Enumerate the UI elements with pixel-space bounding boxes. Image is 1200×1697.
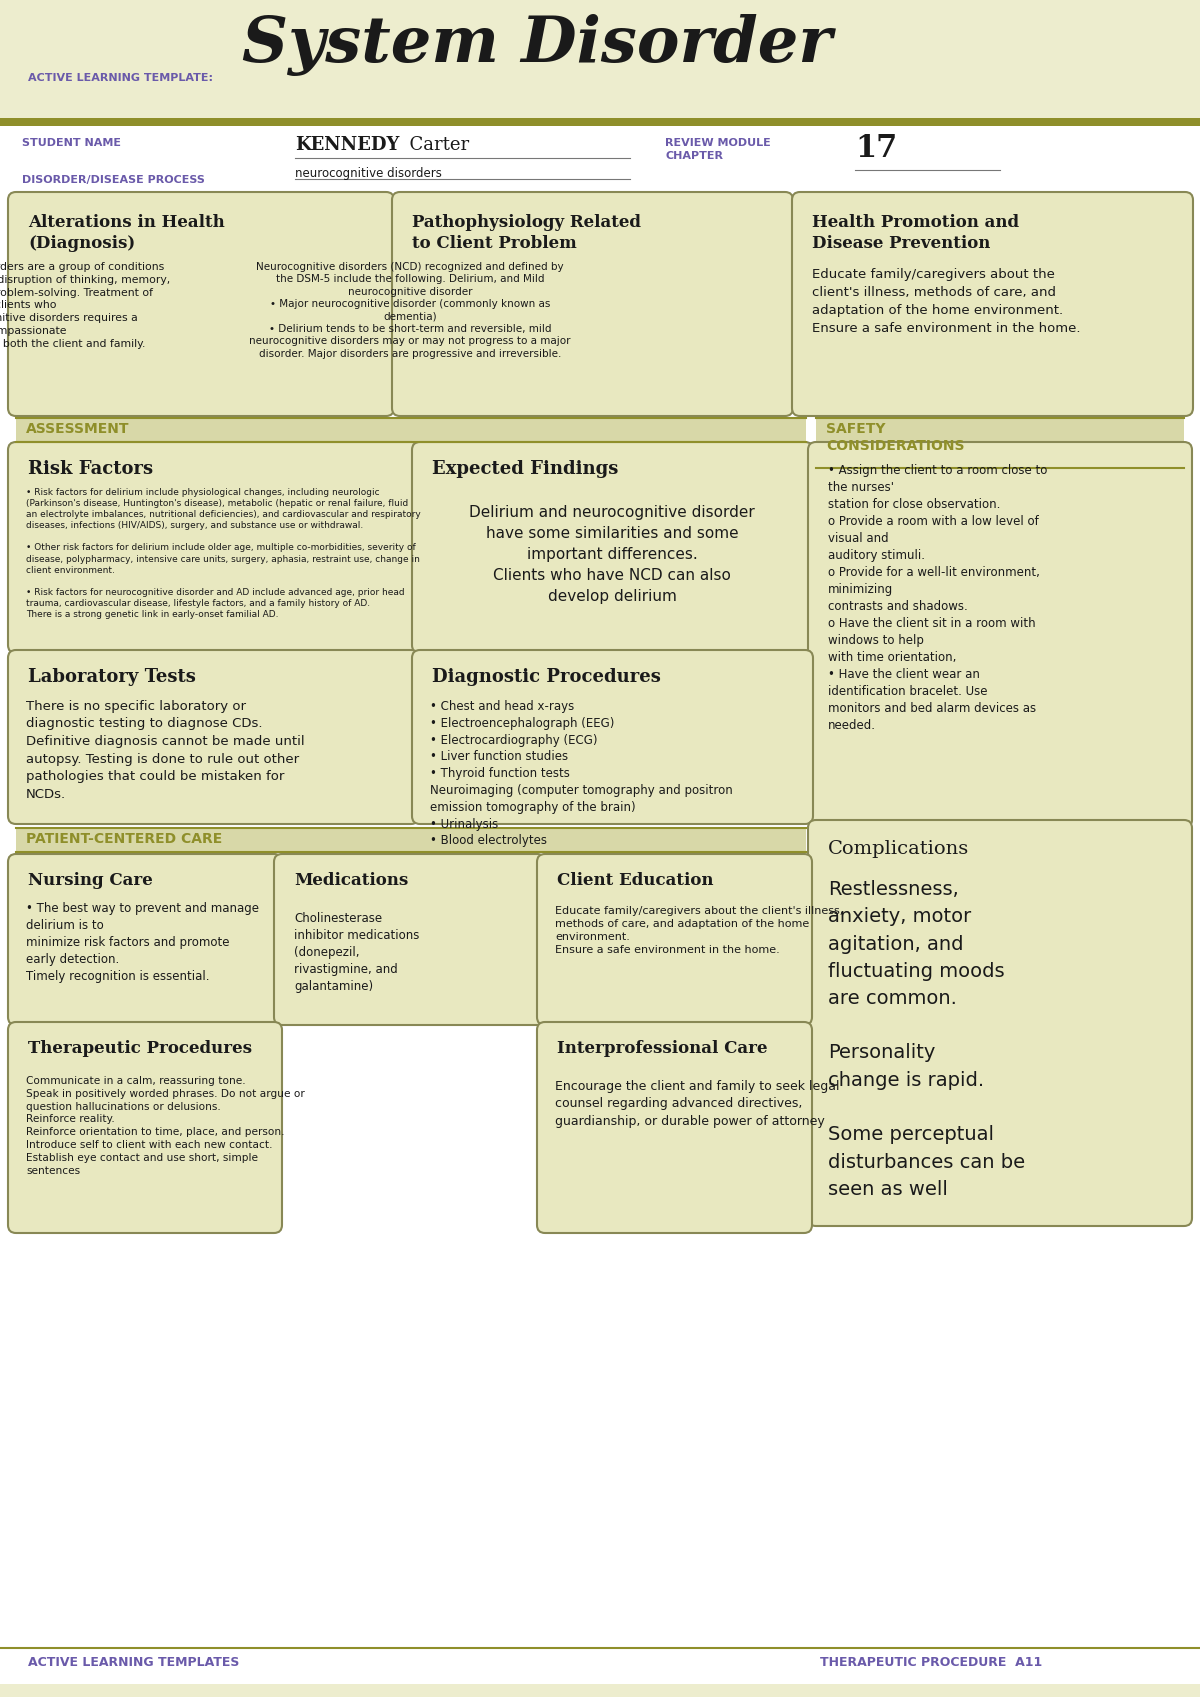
Text: System Disorder: System Disorder [242,14,832,76]
FancyBboxPatch shape [792,192,1193,416]
FancyBboxPatch shape [538,1022,812,1234]
Text: DISORDER/DISEASE PROCESS: DISORDER/DISEASE PROCESS [22,175,205,185]
Bar [0,1683,1200,1697]
FancyBboxPatch shape [412,441,814,653]
Text: Educate family/caregivers about the client's illness,
methods of care, and adapt: Educate family/caregivers about the clie… [554,906,844,955]
Text: Medications: Medications [294,872,408,889]
Text: Interprofessional Care: Interprofessional Care [557,1040,768,1057]
Text: Neurocognitive disorders are a group of conditions
characterized by the disrupti: Neurocognitive disorders are a group of … [0,261,170,350]
Text: THERAPEUTIC PROCEDURE  A11: THERAPEUTIC PROCEDURE A11 [820,1656,1043,1670]
Text: Complications: Complications [828,840,970,859]
Bar [16,417,806,441]
Text: Diagnostic Procedures: Diagnostic Procedures [432,669,661,686]
Bar [816,417,1184,468]
Text: ACTIVE LEARNING TEMPLATE:: ACTIVE LEARNING TEMPLATE: [28,73,214,83]
Text: Educate family/caregivers about the
client's illness, methods of care, and
adapt: Educate family/caregivers about the clie… [812,268,1080,334]
Text: Health Promotion and
Disease Prevention: Health Promotion and Disease Prevention [812,214,1019,251]
Text: Carter: Carter [398,136,469,154]
Text: Pathophysiology Related
to Client Problem: Pathophysiology Related to Client Proble… [412,214,641,251]
Text: REVIEW MODULE
CHAPTER: REVIEW MODULE CHAPTER [665,137,770,161]
FancyBboxPatch shape [412,650,814,825]
FancyBboxPatch shape [8,192,394,416]
FancyBboxPatch shape [8,854,282,1025]
FancyBboxPatch shape [808,441,1192,828]
Text: Communicate in a calm, reassuring tone.
Speak in positively worded phrases. Do n: Communicate in a calm, reassuring tone. … [26,1076,305,1176]
Text: Neurocognitive disorders (NCD) recognized and defined by
the DSM-5 include the f: Neurocognitive disorders (NCD) recognize… [250,261,571,358]
Text: neurocognitive disorders: neurocognitive disorders [295,166,442,180]
Text: Nursing Care: Nursing Care [28,872,152,889]
FancyBboxPatch shape [8,650,419,825]
Text: ACTIVE LEARNING TEMPLATES: ACTIVE LEARNING TEMPLATES [28,1656,239,1670]
Text: SAFETY
CONSIDERATIONS: SAFETY CONSIDERATIONS [826,423,965,453]
FancyBboxPatch shape [392,192,793,416]
Text: • Assign the client to a room close to
the nurses'
station for close observation: • Assign the client to a room close to t… [828,463,1048,731]
Text: Expected Findings: Expected Findings [432,460,618,479]
Bar [0,0,1200,119]
Text: • Risk factors for delirium include physiological changes, including neurologic
: • Risk factors for delirium include phys… [26,489,421,619]
Text: STUDENT NAME: STUDENT NAME [22,137,121,148]
Bar [0,1648,1200,1697]
FancyBboxPatch shape [8,441,419,653]
Text: Delirium and neurocognitive disorder
have some similarities and some
important d: Delirium and neurocognitive disorder hav… [469,506,755,604]
Text: 17: 17 [854,132,898,165]
Text: PATIENT-CENTERED CARE: PATIENT-CENTERED CARE [26,832,222,847]
Text: Laboratory Tests: Laboratory Tests [28,669,196,686]
Text: There is no specific laboratory or
diagnostic testing to diagnose CDs.
Definitiv: There is no specific laboratory or diagn… [26,699,305,801]
Text: Cholinesterase
inhibitor medications
(donepezil,
rivastigmine, and
galantamine): Cholinesterase inhibitor medications (do… [294,911,419,993]
Text: Therapeutic Procedures: Therapeutic Procedures [28,1040,252,1057]
Text: Client Education: Client Education [557,872,714,889]
FancyBboxPatch shape [8,1022,282,1234]
Bar [0,119,1200,126]
Text: Alterations in Health
(Diagnosis): Alterations in Health (Diagnosis) [28,214,224,251]
Text: Encourage the client and family to seek legal
counsel regarding advanced directi: Encourage the client and family to seek … [554,1079,840,1129]
Text: • Chest and head x-rays
• Electroencephalograph (EEG)
• Electrocardiography (ECG: • Chest and head x-rays • Electroencepha… [430,699,733,847]
Text: KENNEDY: KENNEDY [295,136,400,154]
Text: ASSESSMENT: ASSESSMENT [26,423,130,436]
FancyBboxPatch shape [274,854,545,1025]
Text: Risk Factors: Risk Factors [28,460,154,479]
FancyBboxPatch shape [808,820,1192,1225]
Text: • The best way to prevent and manage
delirium is to
minimize risk factors and pr: • The best way to prevent and manage del… [26,903,259,983]
Bar [16,828,806,852]
Text: Restlessness,
anxiety, motor
agitation, and
fluctuating moods
are common.

Perso: Restlessness, anxiety, motor agitation, … [828,881,1025,1198]
FancyBboxPatch shape [538,854,812,1025]
